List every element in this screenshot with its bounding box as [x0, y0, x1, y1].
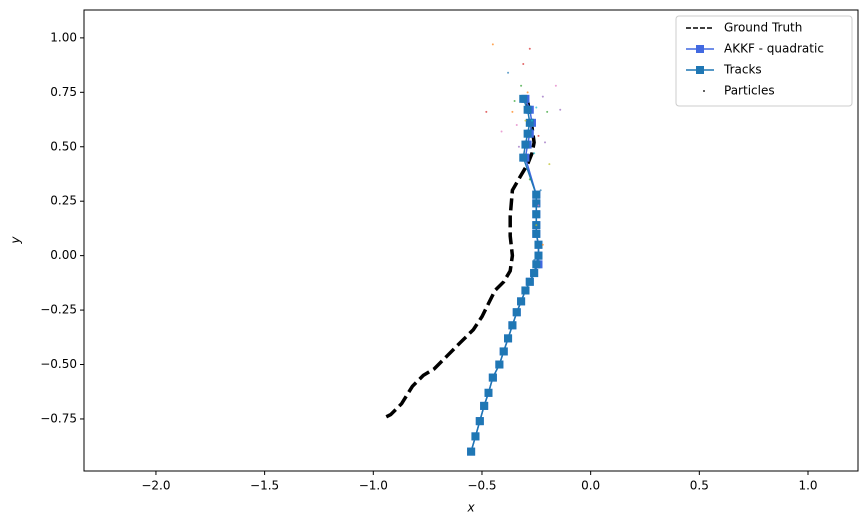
particle	[491, 43, 494, 46]
particle	[517, 145, 520, 148]
marker	[467, 447, 476, 456]
x-tick-label: −1.0	[359, 479, 388, 493]
particle	[535, 106, 538, 109]
marker	[499, 347, 508, 356]
particle	[544, 141, 547, 144]
y-tick-label: −0.25	[40, 303, 77, 317]
particle	[539, 189, 542, 192]
marker	[532, 199, 541, 208]
particle	[559, 108, 562, 111]
x-tick-label: −1.5	[250, 479, 279, 493]
marker	[495, 360, 504, 369]
particle	[500, 130, 503, 133]
marker	[512, 308, 521, 317]
particle	[548, 163, 551, 166]
particle	[515, 123, 518, 126]
particle	[530, 119, 533, 122]
particle	[533, 152, 536, 155]
legend-label: AKKF - quadratic	[724, 42, 824, 56]
marker	[521, 286, 530, 295]
x-tick-label: 1.0	[798, 479, 817, 493]
marker	[475, 417, 484, 426]
particle	[530, 128, 533, 131]
marker	[519, 94, 528, 103]
particle	[537, 134, 540, 137]
marker	[523, 105, 532, 114]
y-axis-label: y	[9, 236, 23, 245]
x-axis-label: x	[466, 501, 475, 515]
particle	[528, 47, 531, 50]
particle	[535, 224, 538, 227]
y-tick-label: −0.50	[40, 357, 77, 371]
marker	[530, 269, 539, 278]
x-tick-label: 0.5	[690, 479, 709, 493]
legend-marker	[696, 45, 704, 53]
marker	[532, 229, 541, 238]
particle	[533, 258, 536, 261]
legend-label: Tracks	[723, 63, 762, 77]
marker	[532, 210, 541, 219]
particle	[522, 63, 525, 66]
particle	[524, 119, 527, 122]
y-tick-label: 0.75	[50, 85, 77, 99]
legend-label: Ground Truth	[724, 21, 802, 35]
y-tick-label: −0.75	[40, 411, 77, 425]
legend-label: Particles	[724, 84, 775, 98]
particle	[485, 110, 488, 113]
x-tick-label: −2.0	[141, 479, 170, 493]
x-tick-label: 0.0	[581, 479, 600, 493]
marker	[471, 432, 480, 441]
marker	[525, 118, 534, 127]
y-tick-label: 0.25	[50, 194, 77, 208]
legend-swatch	[703, 90, 705, 92]
legend-box	[675, 15, 853, 107]
plot-frame	[83, 9, 859, 472]
marker	[517, 297, 526, 306]
particle	[511, 110, 514, 113]
y-tick-label: 1.00	[50, 30, 77, 44]
particle	[546, 110, 549, 113]
series-line	[470, 98, 540, 452]
marker	[523, 129, 532, 138]
marker	[484, 388, 493, 397]
marker	[525, 277, 534, 286]
marker	[532, 190, 541, 199]
particle	[541, 243, 544, 246]
marker	[480, 401, 489, 410]
particle	[513, 100, 516, 103]
particle	[507, 71, 510, 74]
legend-marker	[696, 66, 704, 74]
marker	[488, 373, 497, 382]
y-tick-label: 0.00	[50, 248, 77, 262]
x-tick-label: −0.5	[467, 479, 496, 493]
marker	[521, 140, 530, 149]
series-line	[470, 98, 540, 452]
particle	[554, 84, 557, 87]
particle	[541, 95, 544, 98]
particle	[526, 91, 529, 94]
marker	[504, 334, 513, 343]
marker	[534, 251, 543, 260]
marker	[519, 153, 528, 162]
marker	[532, 260, 541, 269]
y-tick-label: 0.50	[50, 139, 77, 153]
marker	[534, 240, 543, 249]
particle	[528, 178, 531, 181]
particle	[537, 204, 540, 207]
marker	[508, 321, 517, 330]
series-line	[385, 100, 536, 419]
particle	[520, 84, 523, 87]
